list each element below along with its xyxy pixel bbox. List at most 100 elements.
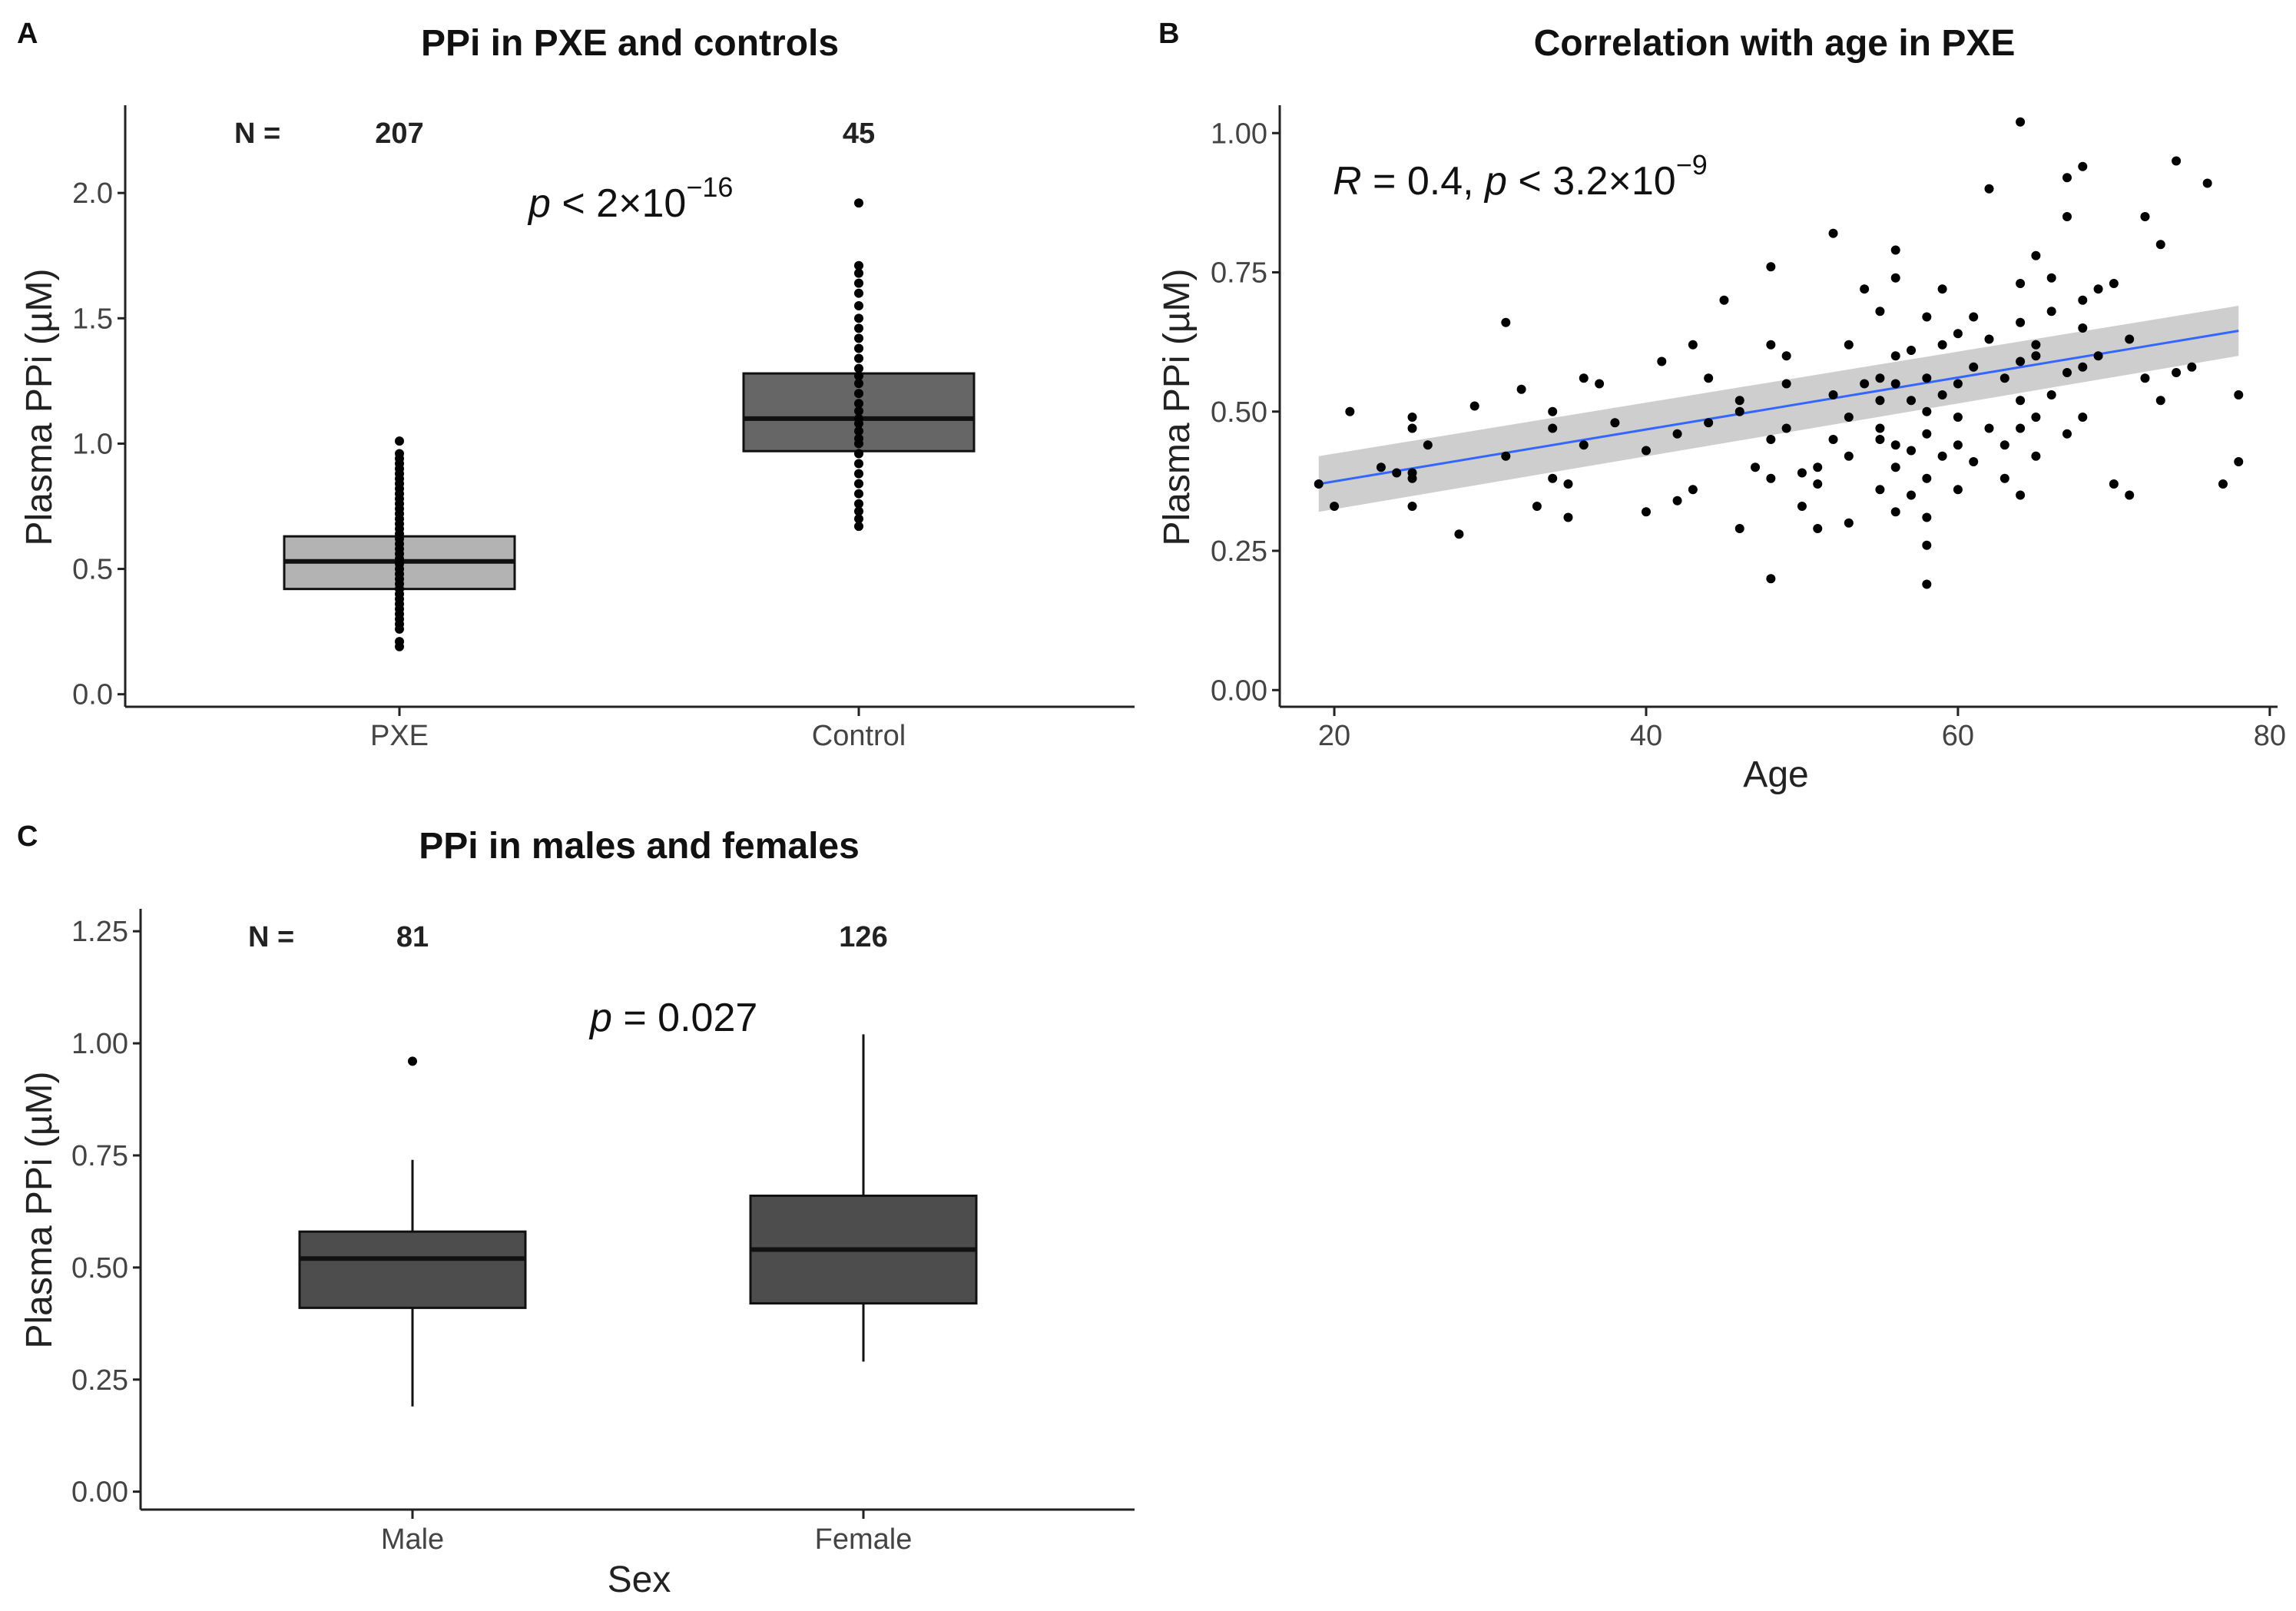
scatter-point: [2234, 390, 2244, 399]
scatter-point: [1423, 440, 1433, 450]
scatter-point: [1563, 512, 1573, 522]
scatter-point: [1875, 373, 1885, 383]
scatter-point: [2093, 351, 2103, 361]
panel-c-y-tick-label: 0.00: [71, 1477, 128, 1509]
panel-a-x-tick-label: Control: [812, 720, 906, 752]
panel-b-r-text: = 0.4,: [1362, 159, 1485, 204]
scatter-point: [2016, 317, 2026, 327]
scatter-point: [2078, 323, 2088, 333]
scatter-point: [1890, 440, 1900, 450]
data-point-control: [854, 353, 863, 363]
scatter-point: [1392, 468, 1402, 478]
panel-b: Correlation with age in PXE R = 0.4, p <…: [1157, 23, 2286, 795]
scatter-point: [1953, 329, 1963, 339]
scatter-point: [1672, 429, 1682, 439]
scatter-point: [1937, 451, 1947, 461]
scatter-point: [1719, 295, 1729, 305]
scatter-point: [2016, 423, 2026, 433]
scatter-point: [1828, 228, 1838, 238]
panel-a-p-text: < 2×10: [551, 181, 686, 226]
scatter-point: [1501, 317, 1511, 327]
scatter-point: [2125, 334, 2135, 344]
scatter-point: [1563, 479, 1573, 489]
scatter-point: [1688, 340, 1698, 350]
panel-b-y-tick-label: 1.00: [1211, 118, 1267, 150]
scatter-point: [2046, 307, 2056, 317]
data-point-control: [854, 506, 863, 516]
data-point-control: [854, 449, 863, 459]
scatter-point: [2234, 457, 2244, 466]
scatter-point: [1454, 529, 1464, 539]
scatter-point: [1548, 473, 1558, 483]
scatter-point: [2172, 368, 2182, 377]
scatter-point: [1999, 440, 2009, 450]
scatter-point: [1781, 423, 1791, 433]
data-point-control: [854, 333, 863, 343]
scatter-point: [1641, 507, 1651, 517]
panel-c-p-var: p: [588, 996, 612, 1040]
scatter-point: [1672, 496, 1682, 506]
data-point-control: [854, 399, 863, 409]
data-point-control: [854, 459, 863, 469]
scatter-point: [1469, 401, 1479, 411]
scatter-point: [1969, 457, 1979, 466]
scatter-point: [1781, 379, 1791, 389]
scatter-point: [1532, 502, 1542, 511]
scatter-point: [1890, 351, 1900, 361]
scatter-point: [2187, 362, 2197, 372]
panel-b-p-var: p: [1483, 159, 1507, 204]
scatter-point: [1751, 462, 1761, 472]
scatter-point: [2016, 356, 2026, 366]
scatter-point: [1860, 284, 1870, 294]
scatter-point: [1407, 502, 1417, 511]
scatter-point: [1766, 262, 1776, 272]
scatter-point: [2109, 479, 2119, 489]
scatter-point: [1641, 446, 1651, 456]
panel-a-n-control: 45: [843, 118, 875, 150]
scatter-point: [2202, 178, 2212, 188]
panel-b-y-tick-label: 0.50: [1211, 396, 1267, 429]
panel-c: PPi in males and females N = 81 126 p = …: [19, 826, 1135, 1600]
panel-a-y-tick-label: 1.0: [72, 428, 113, 460]
scatter-point: [2062, 429, 2072, 439]
panel-b-x-label: Age: [1743, 754, 1808, 795]
scatter-point: [1314, 479, 1324, 489]
scatter-point: [1953, 485, 1963, 495]
scatter-point: [1907, 346, 1917, 355]
panel-b-y-label: Plasma PPi (µM): [1157, 268, 1198, 545]
panel-b-x-tick-label: 20: [1318, 720, 1350, 752]
scatter-point: [1890, 245, 1900, 255]
panel-c-p-text: = 0.027: [612, 996, 757, 1040]
scatter-point: [1734, 396, 1744, 406]
scatter-point: [1890, 273, 1900, 283]
scatter-point: [2155, 396, 2165, 406]
panel-c-x-label: Sex: [608, 1560, 671, 1600]
scatter-point: [1407, 423, 1417, 433]
scatter-point: [2078, 362, 2088, 372]
panel-c-y-tick-label: 0.25: [71, 1364, 128, 1397]
scatter-point: [1875, 485, 1885, 495]
data-point-control: [854, 343, 863, 353]
scatter-point: [1890, 507, 1900, 517]
scatter-point: [1828, 435, 1838, 444]
panel-a-x-tick-label: PXE: [370, 720, 429, 752]
scatter-point: [2218, 479, 2228, 489]
data-point-control: [854, 288, 863, 298]
scatter-point: [2031, 413, 2041, 422]
data-point-control: [854, 489, 863, 499]
scatter-point: [2062, 212, 2072, 221]
box-male: [298, 1230, 527, 1309]
data-point-control: [854, 268, 863, 278]
panel-c-n-male: 81: [396, 921, 429, 953]
data-point-control: [854, 278, 863, 288]
scatter-point: [1937, 390, 1947, 399]
scatter-point: [1548, 423, 1558, 433]
scatter-point: [1937, 284, 1947, 294]
scatter-point: [2016, 117, 2026, 127]
data-point-control: [854, 413, 863, 423]
scatter-point: [1890, 379, 1900, 389]
panel-c-y-label: Plasma PPi (µM): [19, 1071, 60, 1348]
data-point-control: [854, 479, 863, 489]
scatter-point: [1922, 373, 1932, 383]
